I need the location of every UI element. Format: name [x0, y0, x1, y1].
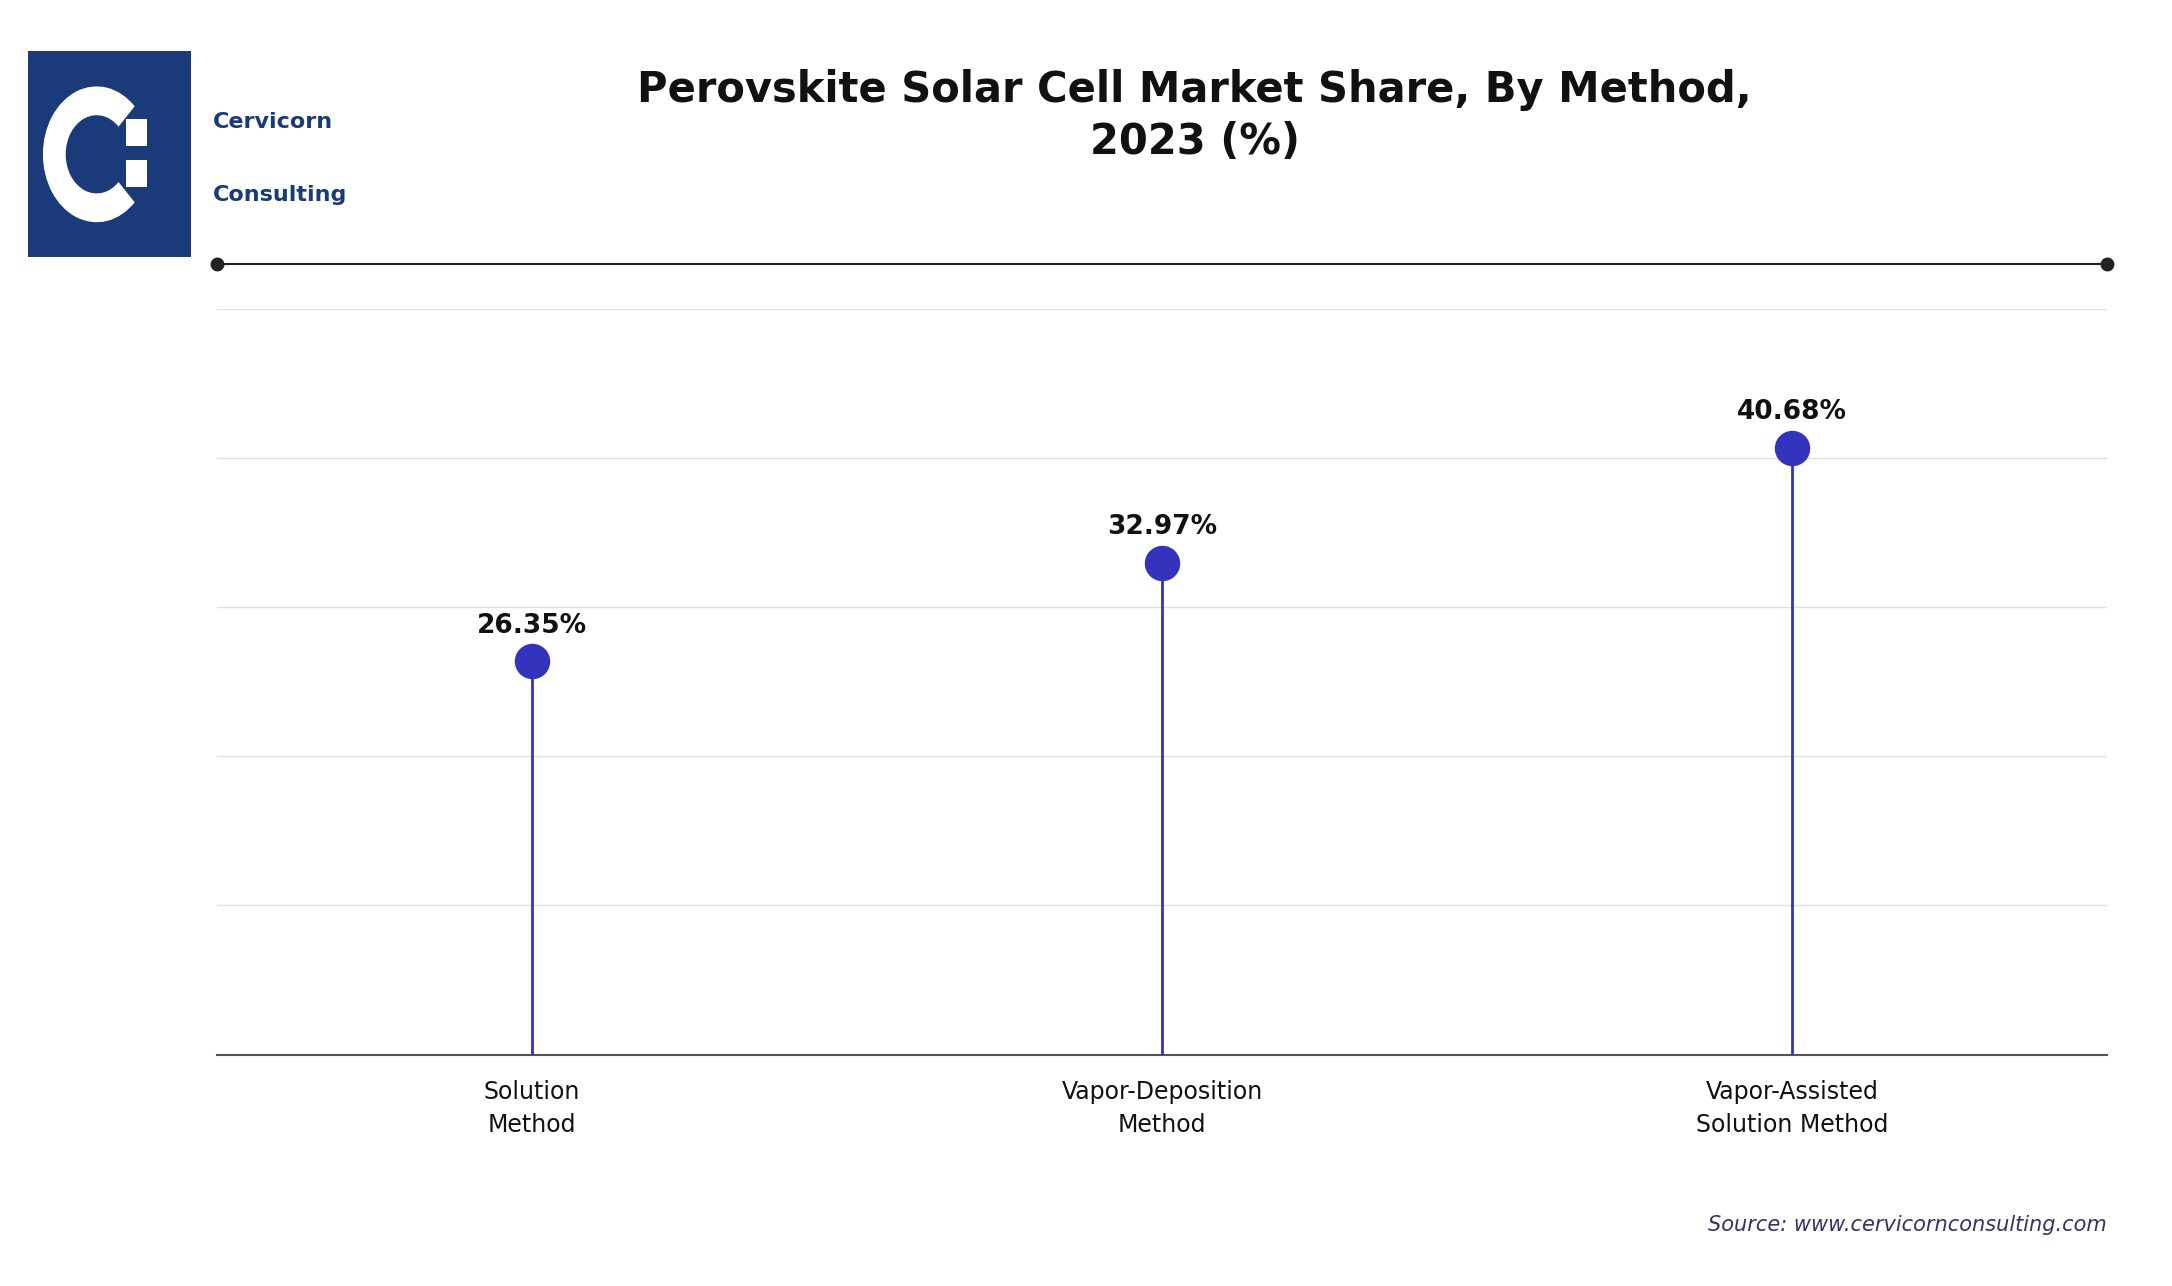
Bar [126, 161, 148, 188]
Text: Cervicorn: Cervicorn [213, 112, 332, 132]
Point [515, 651, 550, 671]
Bar [126, 120, 148, 147]
FancyBboxPatch shape [15, 35, 204, 274]
Text: Consulting: Consulting [213, 185, 348, 206]
Text: 32.97%: 32.97% [1108, 514, 1216, 540]
Text: 40.68%: 40.68% [1738, 399, 1846, 426]
Wedge shape [43, 86, 135, 222]
Point [1775, 437, 1809, 458]
Text: Perovskite Solar Cell Market Share, By Method,
2023 (%): Perovskite Solar Cell Market Share, By M… [636, 68, 1753, 163]
Point [1145, 553, 1179, 574]
Text: 26.35%: 26.35% [478, 613, 586, 639]
Text: Source: www.cervicornconsulting.com: Source: www.cervicornconsulting.com [1707, 1214, 2107, 1235]
